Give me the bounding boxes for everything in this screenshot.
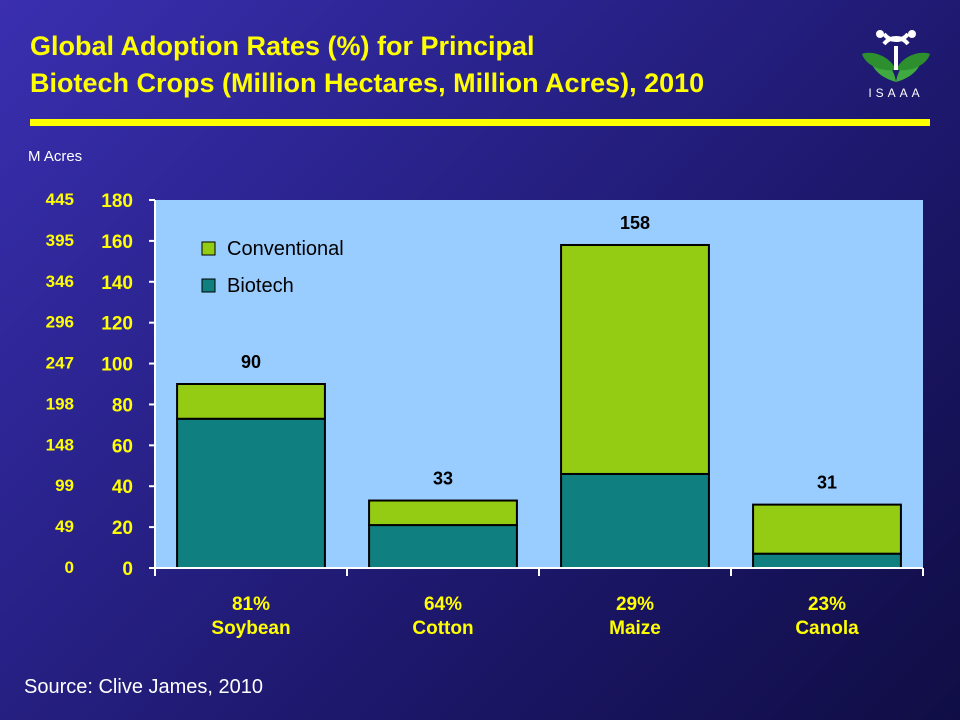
category-label: Cotton: [412, 618, 473, 639]
secondary-y-tick-label: 296: [46, 313, 74, 332]
bar-biotech: [368, 524, 518, 569]
secondary-y-tick-label: 198: [46, 394, 74, 413]
title-line-1: Global Adoption Rates (%) for Principal: [30, 31, 535, 61]
category-label: Maize: [609, 618, 661, 639]
title-underline: [30, 119, 930, 126]
bar-conventional: [176, 383, 326, 420]
secondary-y-tick-label: 395: [46, 231, 74, 250]
secondary-y-tick-label: 445: [46, 190, 74, 209]
y-tick-label: 100: [101, 355, 133, 376]
bar-conventional: [560, 243, 710, 475]
bar-total-label: 31: [817, 473, 837, 493]
legend-label-conventional: Conventional: [227, 238, 344, 260]
y-tick-label: 20: [112, 518, 133, 539]
bar-biotech: [560, 472, 710, 570]
bar-conventional: [368, 499, 518, 527]
category-label: Soybean: [211, 618, 290, 639]
adoption-rate-label: 64%: [424, 594, 462, 615]
secondary-y-tick-label: 99: [55, 476, 74, 495]
y-tick-label: 180: [101, 191, 133, 212]
bar-biotech: [752, 552, 902, 570]
chart-title: Global Adoption Rates (%) for Principal …: [30, 28, 850, 102]
bar-total-label: 33: [433, 469, 453, 489]
category-label: Canola: [795, 618, 859, 639]
bar-total-label: 90: [241, 352, 261, 372]
bar-conventional: [752, 503, 902, 555]
y-tick-label: 120: [101, 314, 133, 335]
adoption-rate-label: 81%: [232, 594, 270, 615]
legend-swatch-conventional: [201, 241, 216, 256]
adoption-rate-label: 29%: [616, 594, 654, 615]
adoption-rate-label: 23%: [808, 594, 846, 615]
isaaa-logo: ISAAA: [856, 20, 936, 105]
bar-biotech: [176, 417, 326, 569]
secondary-y-tick-label: 0: [65, 558, 74, 577]
isaaa-logo-icon: [862, 30, 930, 82]
y-tick-label: 0: [122, 559, 133, 580]
y-tick-label: 140: [101, 273, 133, 294]
secondary-y-tick-label: 49: [55, 517, 74, 536]
secondary-y-tick-label: 148: [46, 435, 74, 454]
y-tick-label: 40: [112, 477, 133, 498]
secondary-y-tick-label: 346: [46, 272, 74, 291]
y-tick-label: 80: [112, 395, 133, 416]
source-note: Source: Clive James, 2010: [24, 676, 264, 698]
legend-swatch-biotech: [201, 278, 216, 293]
secondary-y-tick-label: 247: [46, 354, 74, 373]
y-tick-label: 160: [101, 232, 133, 253]
logo-text: ISAAA: [868, 86, 924, 100]
y-tick-label: 60: [112, 436, 133, 457]
legend-label-biotech: Biotech: [227, 275, 294, 297]
title-line-2: Biotech Crops (Million Hectares, Million…: [30, 68, 705, 98]
left-axis-units-label: M Acres: [28, 148, 83, 165]
bar-total-label: 158: [620, 213, 650, 233]
